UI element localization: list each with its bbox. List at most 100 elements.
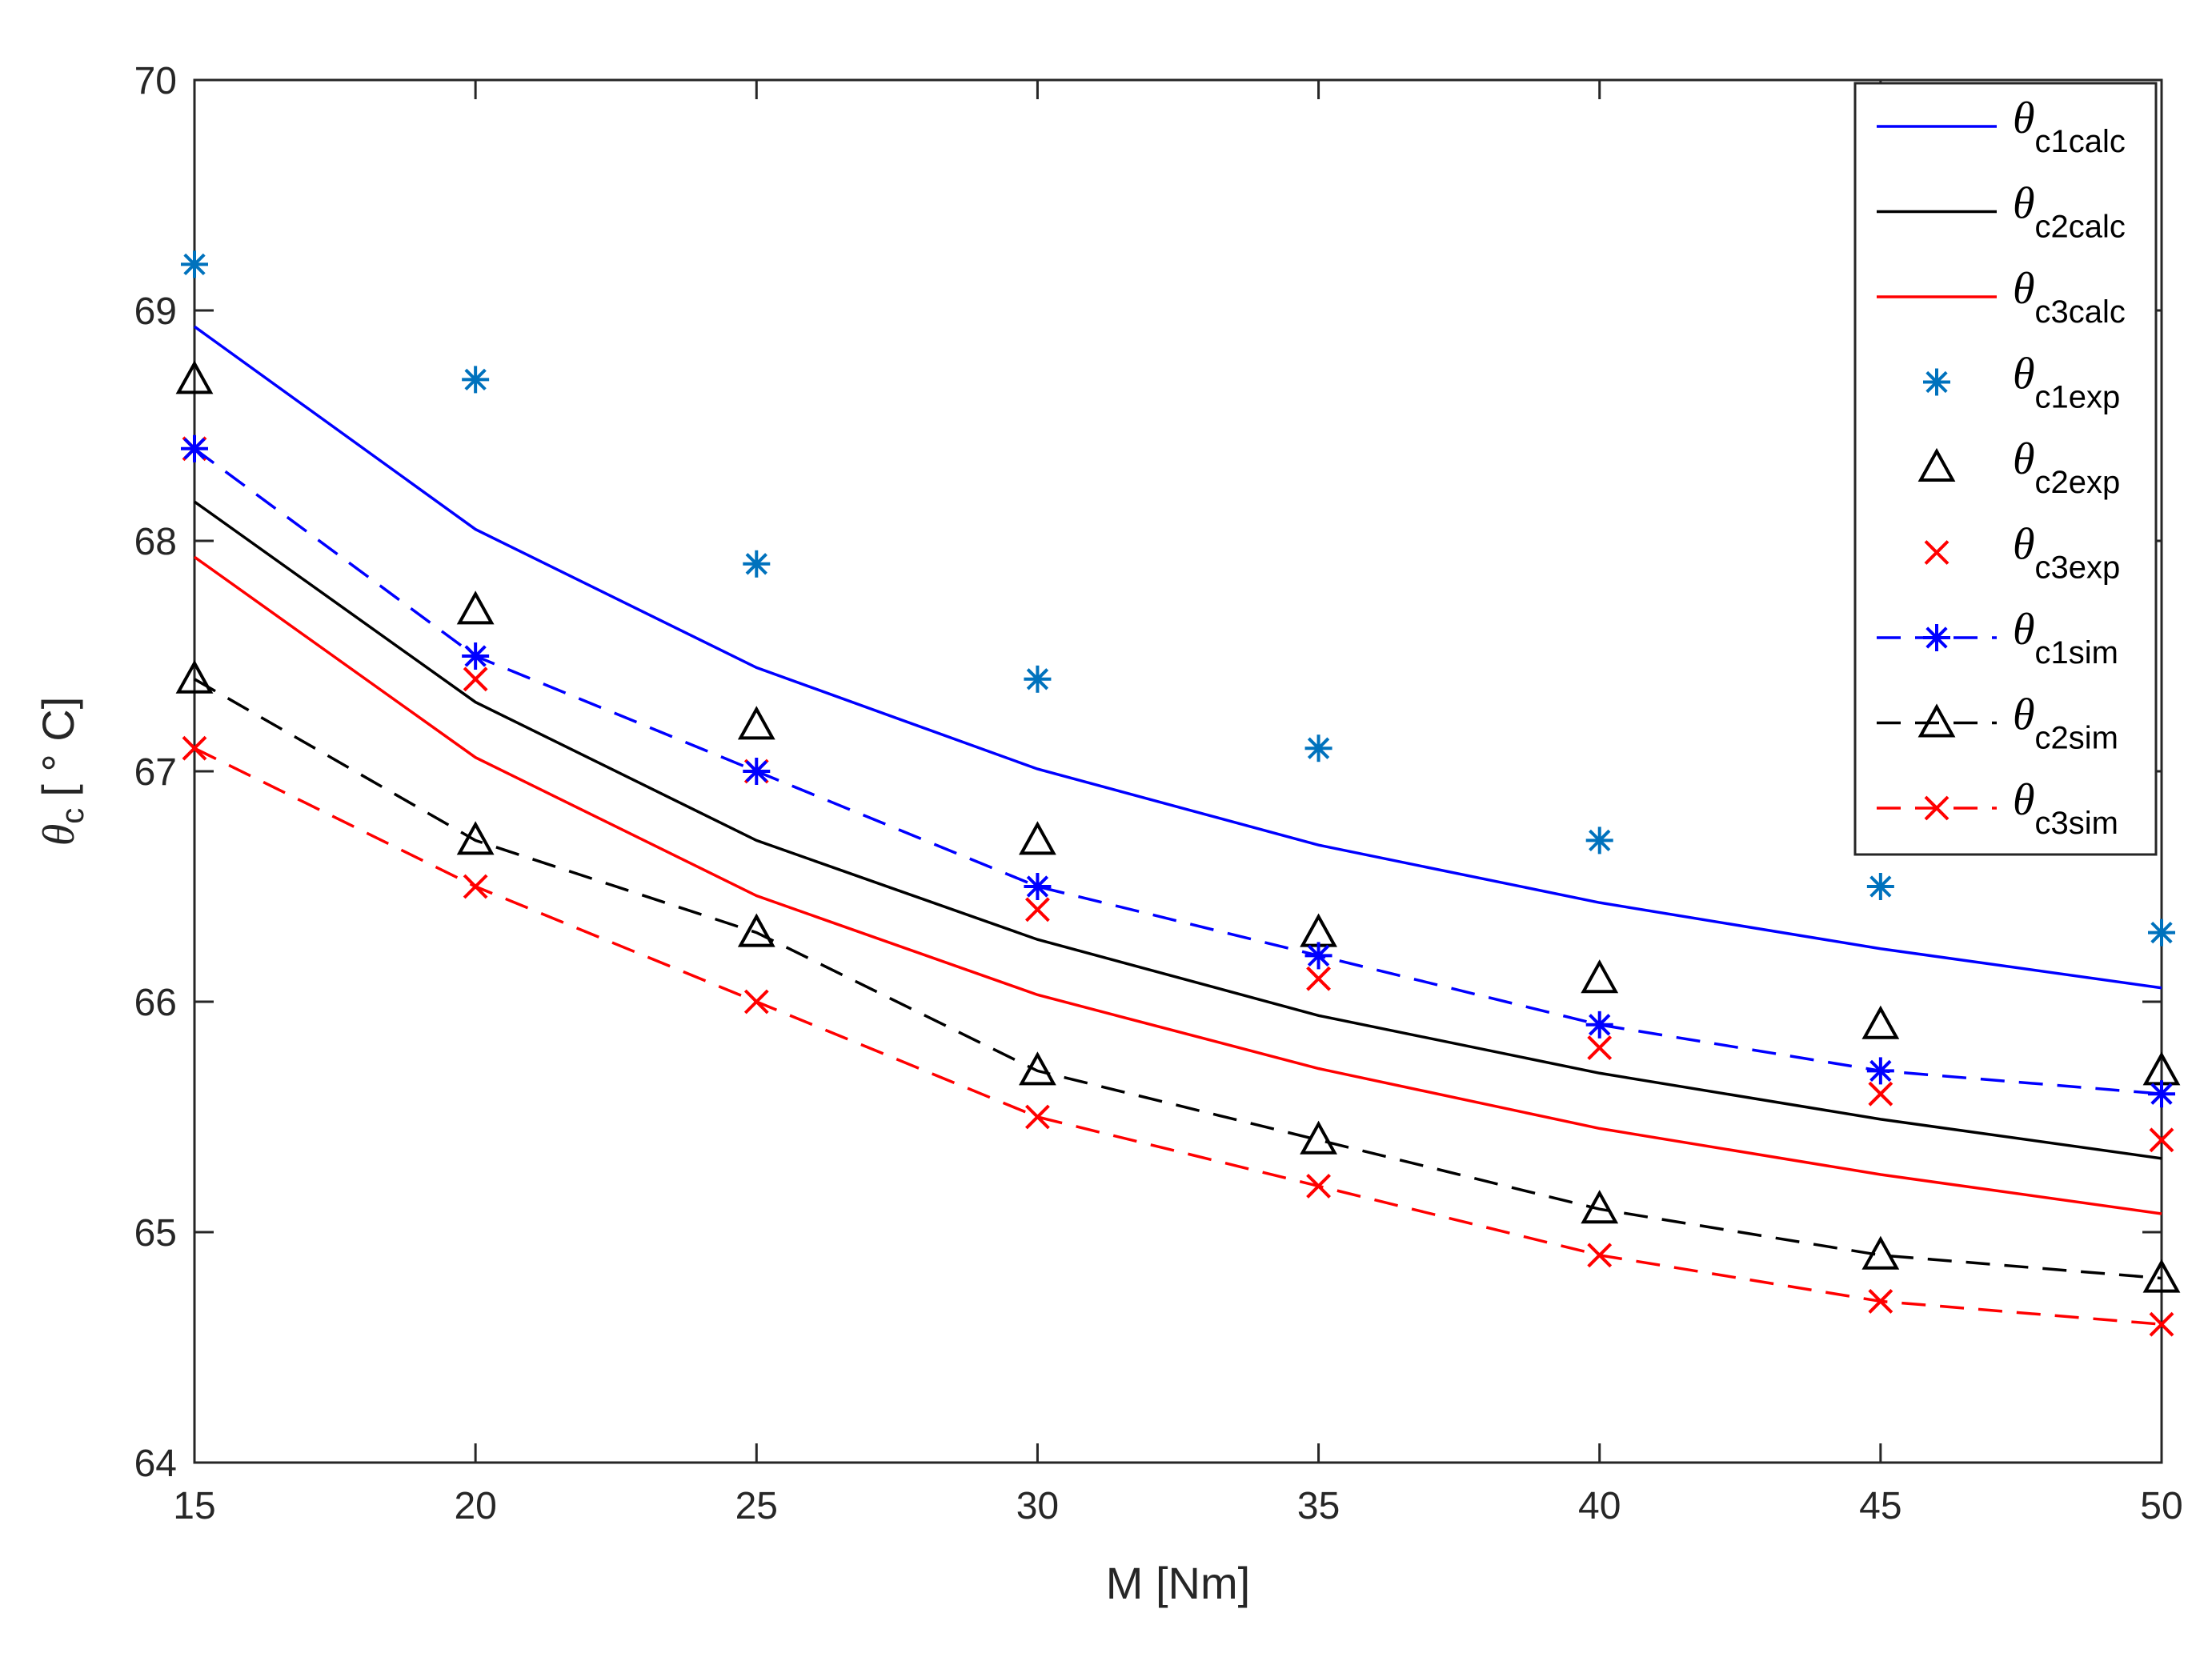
x-stroke bbox=[182, 735, 207, 761]
data-point-c1exp bbox=[462, 366, 490, 394]
triangle-shape bbox=[1300, 1120, 1337, 1155]
legend-entry-c3sim: θc3sim bbox=[1877, 775, 2118, 841]
x-stroke bbox=[1306, 966, 1331, 991]
data-point-c1sim bbox=[1024, 873, 1052, 900]
triangle-shape bbox=[456, 590, 495, 625]
triangle-shape bbox=[456, 821, 495, 855]
data-point-c2exp bbox=[1019, 821, 1056, 855]
x-stroke bbox=[2149, 1127, 2174, 1153]
y-axis-label-symbol: θ bbox=[34, 824, 84, 847]
y-tick-label: 64 bbox=[134, 1443, 177, 1485]
data-point-c1sim bbox=[462, 642, 490, 670]
legend-label-c1exp: θc1exp bbox=[2013, 350, 2120, 415]
legend-label-c1sim: θc1sim bbox=[2013, 605, 2118, 670]
legend-label-c3calc: θc3calc bbox=[2013, 264, 2126, 330]
legend-label-c2calc: θc2calc bbox=[2013, 179, 2126, 245]
data-point-c2sim bbox=[1300, 1120, 1337, 1155]
data-point-c2sim bbox=[2142, 1259, 2181, 1293]
asterisk-stroke bbox=[745, 760, 767, 782]
triangle-shape bbox=[1861, 1005, 1900, 1039]
x-stroke bbox=[1868, 1288, 1893, 1314]
asterisk-stroke bbox=[2150, 1083, 2173, 1105]
data-point-c2exp bbox=[737, 706, 775, 740]
legend-marker-c3exp bbox=[1924, 540, 1950, 565]
asterisk-stroke bbox=[464, 368, 487, 391]
plot-area bbox=[193, 78, 2163, 1464]
x-tick-label: 35 bbox=[1297, 1485, 1340, 1527]
asterisk-stroke bbox=[183, 253, 206, 276]
triangle-shape bbox=[175, 659, 214, 694]
series-c2exp bbox=[175, 360, 2181, 1086]
y-axis-label-subscript: c bbox=[55, 808, 90, 824]
x-stroke bbox=[1025, 897, 1050, 923]
legend-entry-c2exp: θc2exp bbox=[1917, 434, 2120, 500]
series-c1calc bbox=[193, 325, 2162, 990]
data-point-c1sim bbox=[743, 758, 771, 785]
series-c1exp bbox=[181, 250, 2175, 947]
legend-label-symbol: θ bbox=[2013, 520, 2035, 570]
series-c2sim bbox=[175, 659, 2181, 1293]
legend: θc1calcθc2calcθc3calcθc1expθc2expθc3expθ… bbox=[1853, 82, 2158, 856]
series-c3sim bbox=[182, 735, 2174, 1337]
x-stroke bbox=[1025, 1104, 1050, 1130]
data-point-c2exp bbox=[456, 590, 495, 625]
legend-label-symbol: θ bbox=[2013, 350, 2035, 399]
axis-labels: M [Nm] θc [ ° C] bbox=[33, 697, 1250, 1608]
asterisk-stroke bbox=[1925, 370, 1948, 394]
data-point-c3sim bbox=[463, 874, 488, 899]
data-point-c2sim bbox=[175, 659, 214, 694]
y-axis-label: θc [ ° C] bbox=[33, 697, 90, 847]
y-tick-label: 69 bbox=[134, 290, 177, 333]
legend-marker-c3sim bbox=[1924, 795, 1950, 821]
triangle-shape bbox=[2142, 1259, 2181, 1293]
legend-entry-c3calc: θc3calc bbox=[1877, 264, 2126, 330]
legend-label-symbol: θ bbox=[2013, 434, 2035, 484]
series-line-c1sim bbox=[193, 447, 2162, 1095]
legend-label-subscript: c3calc bbox=[2035, 294, 2126, 330]
x-stroke bbox=[1924, 540, 1950, 565]
x-stroke bbox=[743, 989, 769, 1015]
x-tick-label: 15 bbox=[173, 1485, 215, 1527]
series-c3calc bbox=[193, 555, 2162, 1215]
legend-label-symbol: θ bbox=[2013, 264, 2035, 314]
x-stroke bbox=[1587, 1243, 1613, 1268]
data-point-c2exp bbox=[175, 360, 214, 394]
asterisk-stroke bbox=[183, 438, 206, 460]
triangle-shape bbox=[1861, 1235, 1900, 1270]
data-point-c1sim bbox=[1304, 942, 1332, 970]
legend-label-subscript: c2sim bbox=[2035, 721, 2118, 756]
y-tick-label: 68 bbox=[134, 521, 177, 563]
asterisk-stroke bbox=[745, 553, 767, 575]
x-tick-label: 45 bbox=[1859, 1485, 1901, 1527]
series-c2calc bbox=[193, 500, 2162, 1160]
data-point-c1sim bbox=[2148, 1080, 2175, 1108]
x-stroke bbox=[1868, 1081, 1893, 1107]
data-point-c3sim bbox=[743, 989, 769, 1015]
y-tick-label: 67 bbox=[134, 751, 177, 794]
legend-label-c3sim: θc3sim bbox=[2013, 775, 2118, 841]
legend-label-c3exp: θc3exp bbox=[2013, 520, 2120, 586]
x-tick-label: 30 bbox=[1016, 1485, 1059, 1527]
legend-entry-c1sim: θc1sim bbox=[1877, 605, 2118, 670]
data-point-c3exp bbox=[1868, 1081, 1893, 1107]
data-point-c1exp bbox=[1304, 734, 1332, 762]
data-point-c2exp bbox=[1581, 959, 1619, 994]
legend-label-subscript: c1exp bbox=[2035, 380, 2121, 415]
x-stroke bbox=[1587, 1035, 1613, 1061]
data-point-c1sim bbox=[1866, 1057, 1894, 1085]
x-stroke bbox=[2149, 1311, 2174, 1337]
y-tick-label: 65 bbox=[134, 1212, 177, 1255]
data-point-c3sim bbox=[1868, 1288, 1893, 1314]
data-point-c1exp bbox=[1585, 826, 1613, 855]
axes-box bbox=[193, 78, 2163, 1464]
legend-label-subscript: c1calc bbox=[2035, 124, 2126, 159]
data-point-c3exp bbox=[2149, 1127, 2174, 1153]
axis-ticks: 15 20 25 30 35 40 45 50 64 65 66 67 68 69 70 bbox=[134, 60, 2183, 1527]
series-layer bbox=[175, 250, 2181, 1337]
legend-label-symbol: θ bbox=[2013, 179, 2035, 229]
data-point-c1exp bbox=[181, 250, 208, 278]
data-point-c3exp bbox=[1025, 897, 1050, 923]
legend-label-subscript: c2calc bbox=[2035, 210, 2126, 245]
series-line-c3calc bbox=[193, 555, 2162, 1215]
triangle-shape bbox=[1019, 1051, 1056, 1086]
